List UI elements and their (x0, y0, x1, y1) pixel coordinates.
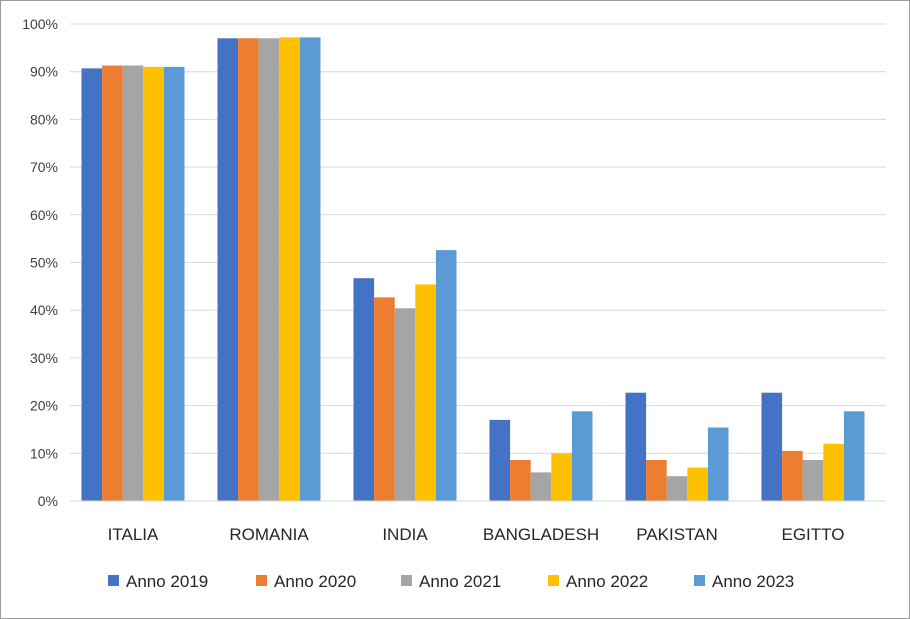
bar-india-anno-2020 (374, 297, 395, 501)
bar-pakistan-anno-2020 (646, 460, 667, 501)
bar-egitto-anno-2020 (782, 450, 803, 501)
legend-label: Anno 2023 (712, 572, 794, 591)
bar-egitto-anno-2019 (761, 392, 783, 501)
bar-egitto-anno-2023 (843, 411, 865, 501)
bar-romania-anno-2020 (238, 38, 259, 502)
legend-swatch (256, 575, 267, 586)
x-category-label: ROMANIA (229, 525, 309, 544)
bar-italia-anno-2022 (143, 66, 164, 502)
y-tick-label: 40% (30, 302, 58, 318)
bar-pakistan-anno-2021 (666, 476, 688, 501)
bar-india-anno-2021 (394, 308, 416, 501)
bar-egitto-anno-2021 (802, 460, 824, 501)
legend-label: Anno 2022 (566, 572, 648, 591)
x-category-label: INDIA (382, 525, 428, 544)
bar-italia-anno-2023 (163, 66, 185, 502)
bar-italia-anno-2019 (81, 68, 103, 502)
y-tick-label: 10% (30, 445, 58, 461)
bar-pakistan-anno-2019 (625, 392, 647, 501)
bar-bangladesh-anno-2019 (489, 419, 511, 501)
bar-bangladesh-anno-2022 (551, 453, 572, 501)
bar-romania-anno-2023 (299, 37, 321, 502)
y-tick-label: 30% (30, 350, 58, 366)
legend-label: Anno 2019 (126, 572, 208, 591)
bar-india-anno-2022 (415, 284, 436, 501)
bar-pakistan-anno-2022 (687, 467, 708, 501)
x-category-label: BANGLADESH (483, 525, 599, 544)
x-category-label: EGITTO (782, 525, 845, 544)
bar-india-anno-2019 (353, 278, 375, 501)
bar-italia-anno-2020 (102, 65, 123, 501)
bar-romania-anno-2021 (258, 38, 280, 502)
x-category-label: ITALIA (108, 525, 159, 544)
legend-swatch (694, 575, 705, 586)
bar-bangladesh-anno-2020 (510, 460, 531, 501)
legend-label: Anno 2020 (274, 572, 356, 591)
y-tick-label: 0% (38, 493, 58, 509)
legend-swatch (401, 575, 412, 586)
bar-romania-anno-2019 (217, 38, 239, 502)
legend-label: Anno 2021 (419, 572, 501, 591)
bar-egitto-anno-2022 (823, 443, 844, 501)
y-tick-label: 100% (22, 16, 58, 32)
bar-india-anno-2023 (435, 250, 457, 501)
x-category-label: PAKISTAN (636, 525, 718, 544)
bar-italia-anno-2021 (122, 65, 144, 501)
legend-swatch (108, 575, 119, 586)
bar-pakistan-anno-2023 (707, 427, 729, 501)
y-tick-label: 80% (30, 111, 58, 127)
y-tick-label: 70% (30, 159, 58, 175)
legend-swatch (548, 575, 559, 586)
y-tick-label: 90% (30, 64, 58, 80)
bar-bangladesh-anno-2023 (571, 411, 593, 501)
y-tick-label: 60% (30, 207, 58, 223)
bar-bangladesh-anno-2021 (530, 472, 552, 501)
y-tick-label: 20% (30, 398, 58, 414)
y-tick-label: 50% (30, 255, 58, 271)
bar-romania-anno-2022 (279, 37, 300, 502)
